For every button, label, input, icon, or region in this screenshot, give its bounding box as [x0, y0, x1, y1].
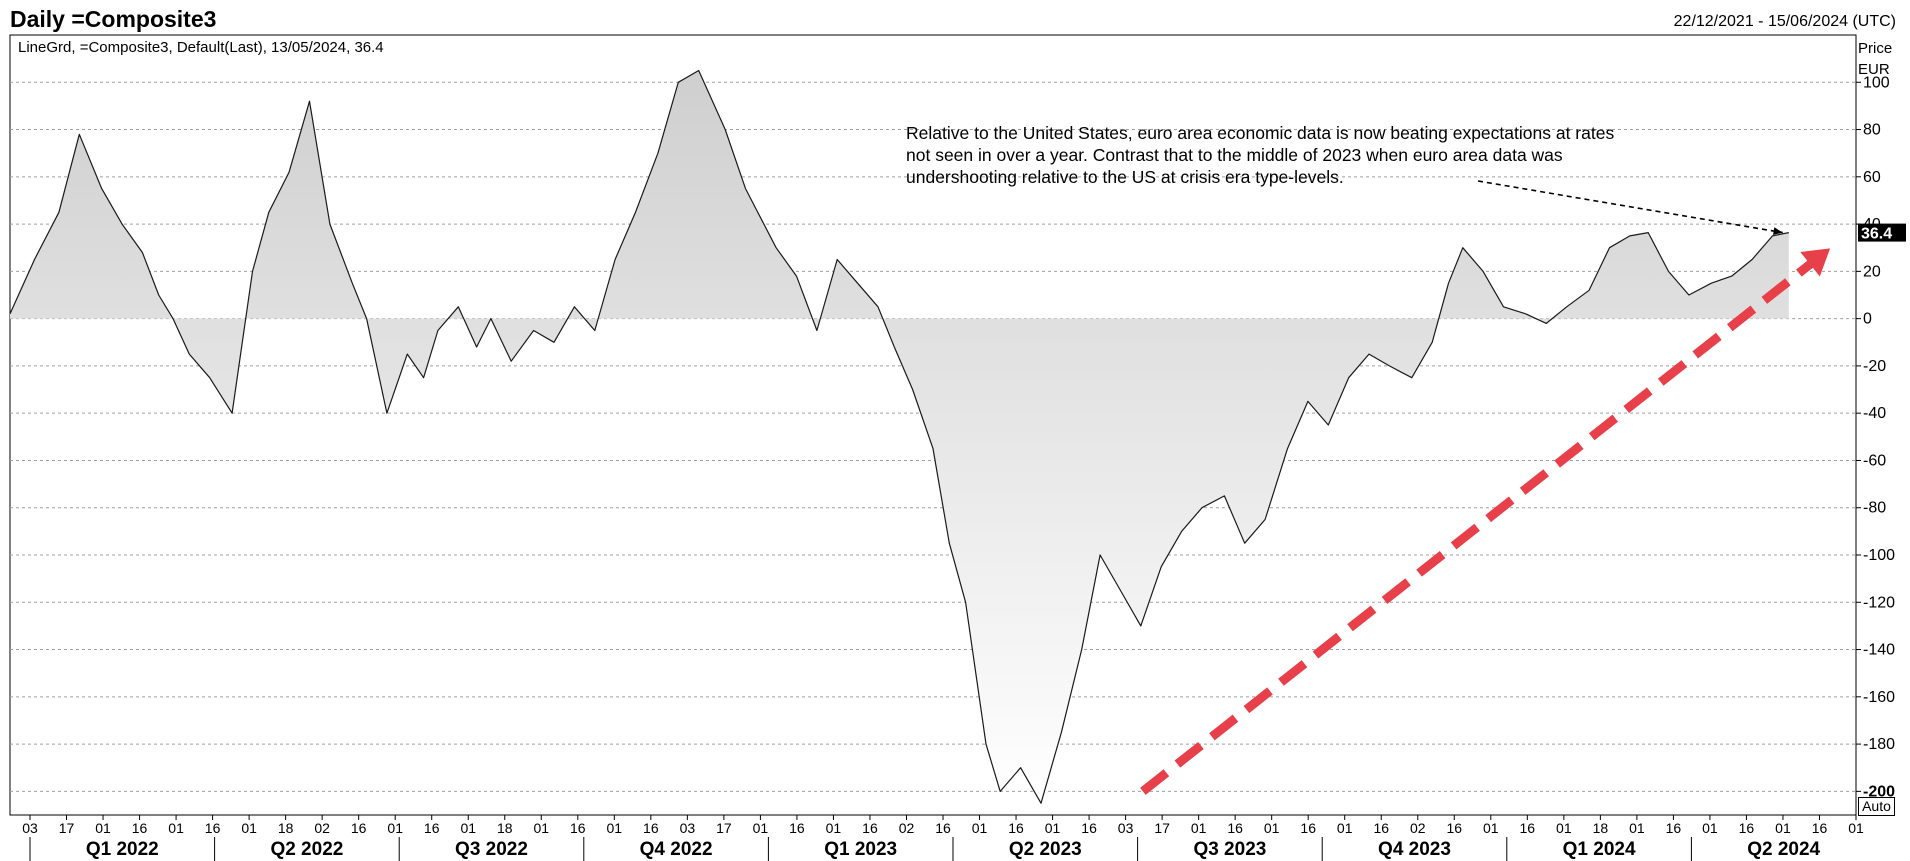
quarter-label: Q3 2023: [1193, 839, 1266, 860]
x-tick-label: 01: [972, 820, 988, 836]
y-tick-label: -40: [1863, 405, 1886, 422]
last-value-badge: [1858, 223, 1906, 242]
x-tick-label: 01: [460, 820, 476, 836]
x-tick-label: 01: [826, 820, 842, 836]
quarter-label: Q2 2024: [1747, 839, 1820, 860]
x-tick-label: 16: [1008, 820, 1024, 836]
quarter-label: Q1 2022: [86, 839, 159, 860]
x-tick-label: 16: [1300, 820, 1316, 836]
y-tick-label: -120: [1863, 594, 1895, 611]
trend-arrow-line: [1140, 256, 1819, 795]
x-tick-label: 16: [205, 820, 221, 836]
x-tick-label: 16: [1739, 820, 1755, 836]
y-tick-label: -140: [1863, 642, 1895, 659]
x-tick-label: 18: [1593, 820, 1609, 836]
auto-scale-button[interactable]: Auto: [1858, 797, 1895, 816]
x-tick-label: 01: [607, 820, 623, 836]
annotation-arrowhead: [1773, 227, 1783, 235]
x-tick-label: 16: [862, 820, 878, 836]
x-tick-label: 01: [1775, 820, 1791, 836]
x-tick-label: 01: [1191, 820, 1207, 836]
x-tick-label: 01: [1483, 820, 1499, 836]
quarter-label: Q2 2022: [270, 839, 343, 860]
chart-annotation: Relative to the United States, euro area…: [906, 123, 1615, 187]
y-tick-label: -20: [1863, 358, 1886, 375]
x-tick-label: 01: [1629, 820, 1645, 836]
y-tick-label: 80: [1863, 122, 1881, 139]
y-tick-label: 0: [1863, 311, 1872, 328]
x-tick-label: 01: [1264, 820, 1280, 836]
x-tick-label: 02: [1410, 820, 1426, 836]
x-tick-label: 01: [753, 820, 769, 836]
series-legend: LineGrd, =Composite3, Default(Last), 13/…: [18, 39, 384, 56]
price-label-text: Price: [1858, 40, 1893, 57]
x-tick-label: 17: [716, 820, 732, 836]
x-tick-label: 16: [1520, 820, 1536, 836]
x-tick-label: 16: [570, 820, 586, 836]
x-tick-label: 16: [424, 820, 440, 836]
trend-arrowhead: [1800, 248, 1831, 277]
price-axis-label: Price EUR: [1858, 38, 1892, 80]
x-tick-label: 01: [241, 820, 257, 836]
x-tick-label: 01: [1045, 820, 1061, 836]
x-tick-label: 02: [899, 820, 915, 836]
x-tick-label: 03: [680, 820, 696, 836]
date-range-label: 22/12/2021 - 15/06/2024 (UTC): [1673, 13, 1896, 30]
x-tick-label: 16: [1446, 820, 1462, 836]
y-tick-label: -200: [1863, 783, 1895, 800]
x-tick-label: 16: [643, 820, 659, 836]
x-tick-label: 18: [497, 820, 513, 836]
x-tick-label: 16: [1373, 820, 1389, 836]
currency-label-text: EUR: [1858, 61, 1890, 78]
y-tick-label: -100: [1863, 547, 1895, 564]
y-tick-label: -80: [1863, 500, 1886, 517]
x-tick-label: 01: [1337, 820, 1353, 836]
quarter-label: Q2 2023: [1009, 839, 1082, 860]
quarter-label: Q1 2023: [824, 839, 897, 860]
x-tick-label: 01: [1556, 820, 1572, 836]
y-tick-label: -160: [1863, 689, 1895, 706]
x-tick-label: 17: [1154, 820, 1170, 836]
x-tick-label: 16: [789, 820, 805, 836]
x-tick-label: 16: [351, 820, 367, 836]
x-tick-label: 01: [1848, 820, 1864, 836]
x-tick-label: 01: [95, 820, 111, 836]
x-tick-label: 16: [1081, 820, 1097, 836]
chart-title: Daily =Composite3: [10, 6, 217, 32]
x-tick-label: 17: [59, 820, 75, 836]
x-tick-label: 16: [1227, 820, 1243, 836]
y-tick-label: -180: [1863, 736, 1895, 753]
y-tick-label: -60: [1863, 452, 1886, 469]
x-tick-label: 02: [314, 820, 330, 836]
x-tick-label: 01: [168, 820, 184, 836]
last-value-label: 36.4: [1861, 226, 1892, 243]
y-tick-label: 60: [1863, 169, 1881, 186]
x-tick-label: 16: [1666, 820, 1682, 836]
x-tick-label: 16: [935, 820, 951, 836]
annotation-arrow-line: [1477, 180, 1783, 234]
x-tick-label: 03: [1118, 820, 1134, 836]
quarter-label: Q4 2023: [1378, 839, 1451, 860]
y-tick-label: 100: [1863, 74, 1890, 91]
x-tick-label: 01: [1702, 820, 1718, 836]
quarter-label: Q1 2024: [1563, 839, 1636, 860]
quarter-label: Q4 2022: [640, 839, 713, 860]
quarter-label: Q3 2022: [455, 839, 528, 860]
x-tick-label: 16: [132, 820, 148, 836]
x-tick-label: 01: [387, 820, 403, 836]
x-tick-label: 03: [22, 820, 38, 836]
x-tick-label: 16: [1812, 820, 1828, 836]
series-line: [9, 69, 1789, 804]
x-tick-label: 01: [533, 820, 549, 836]
y-tick-label: 20: [1863, 263, 1881, 280]
x-tick-label: 18: [278, 820, 294, 836]
